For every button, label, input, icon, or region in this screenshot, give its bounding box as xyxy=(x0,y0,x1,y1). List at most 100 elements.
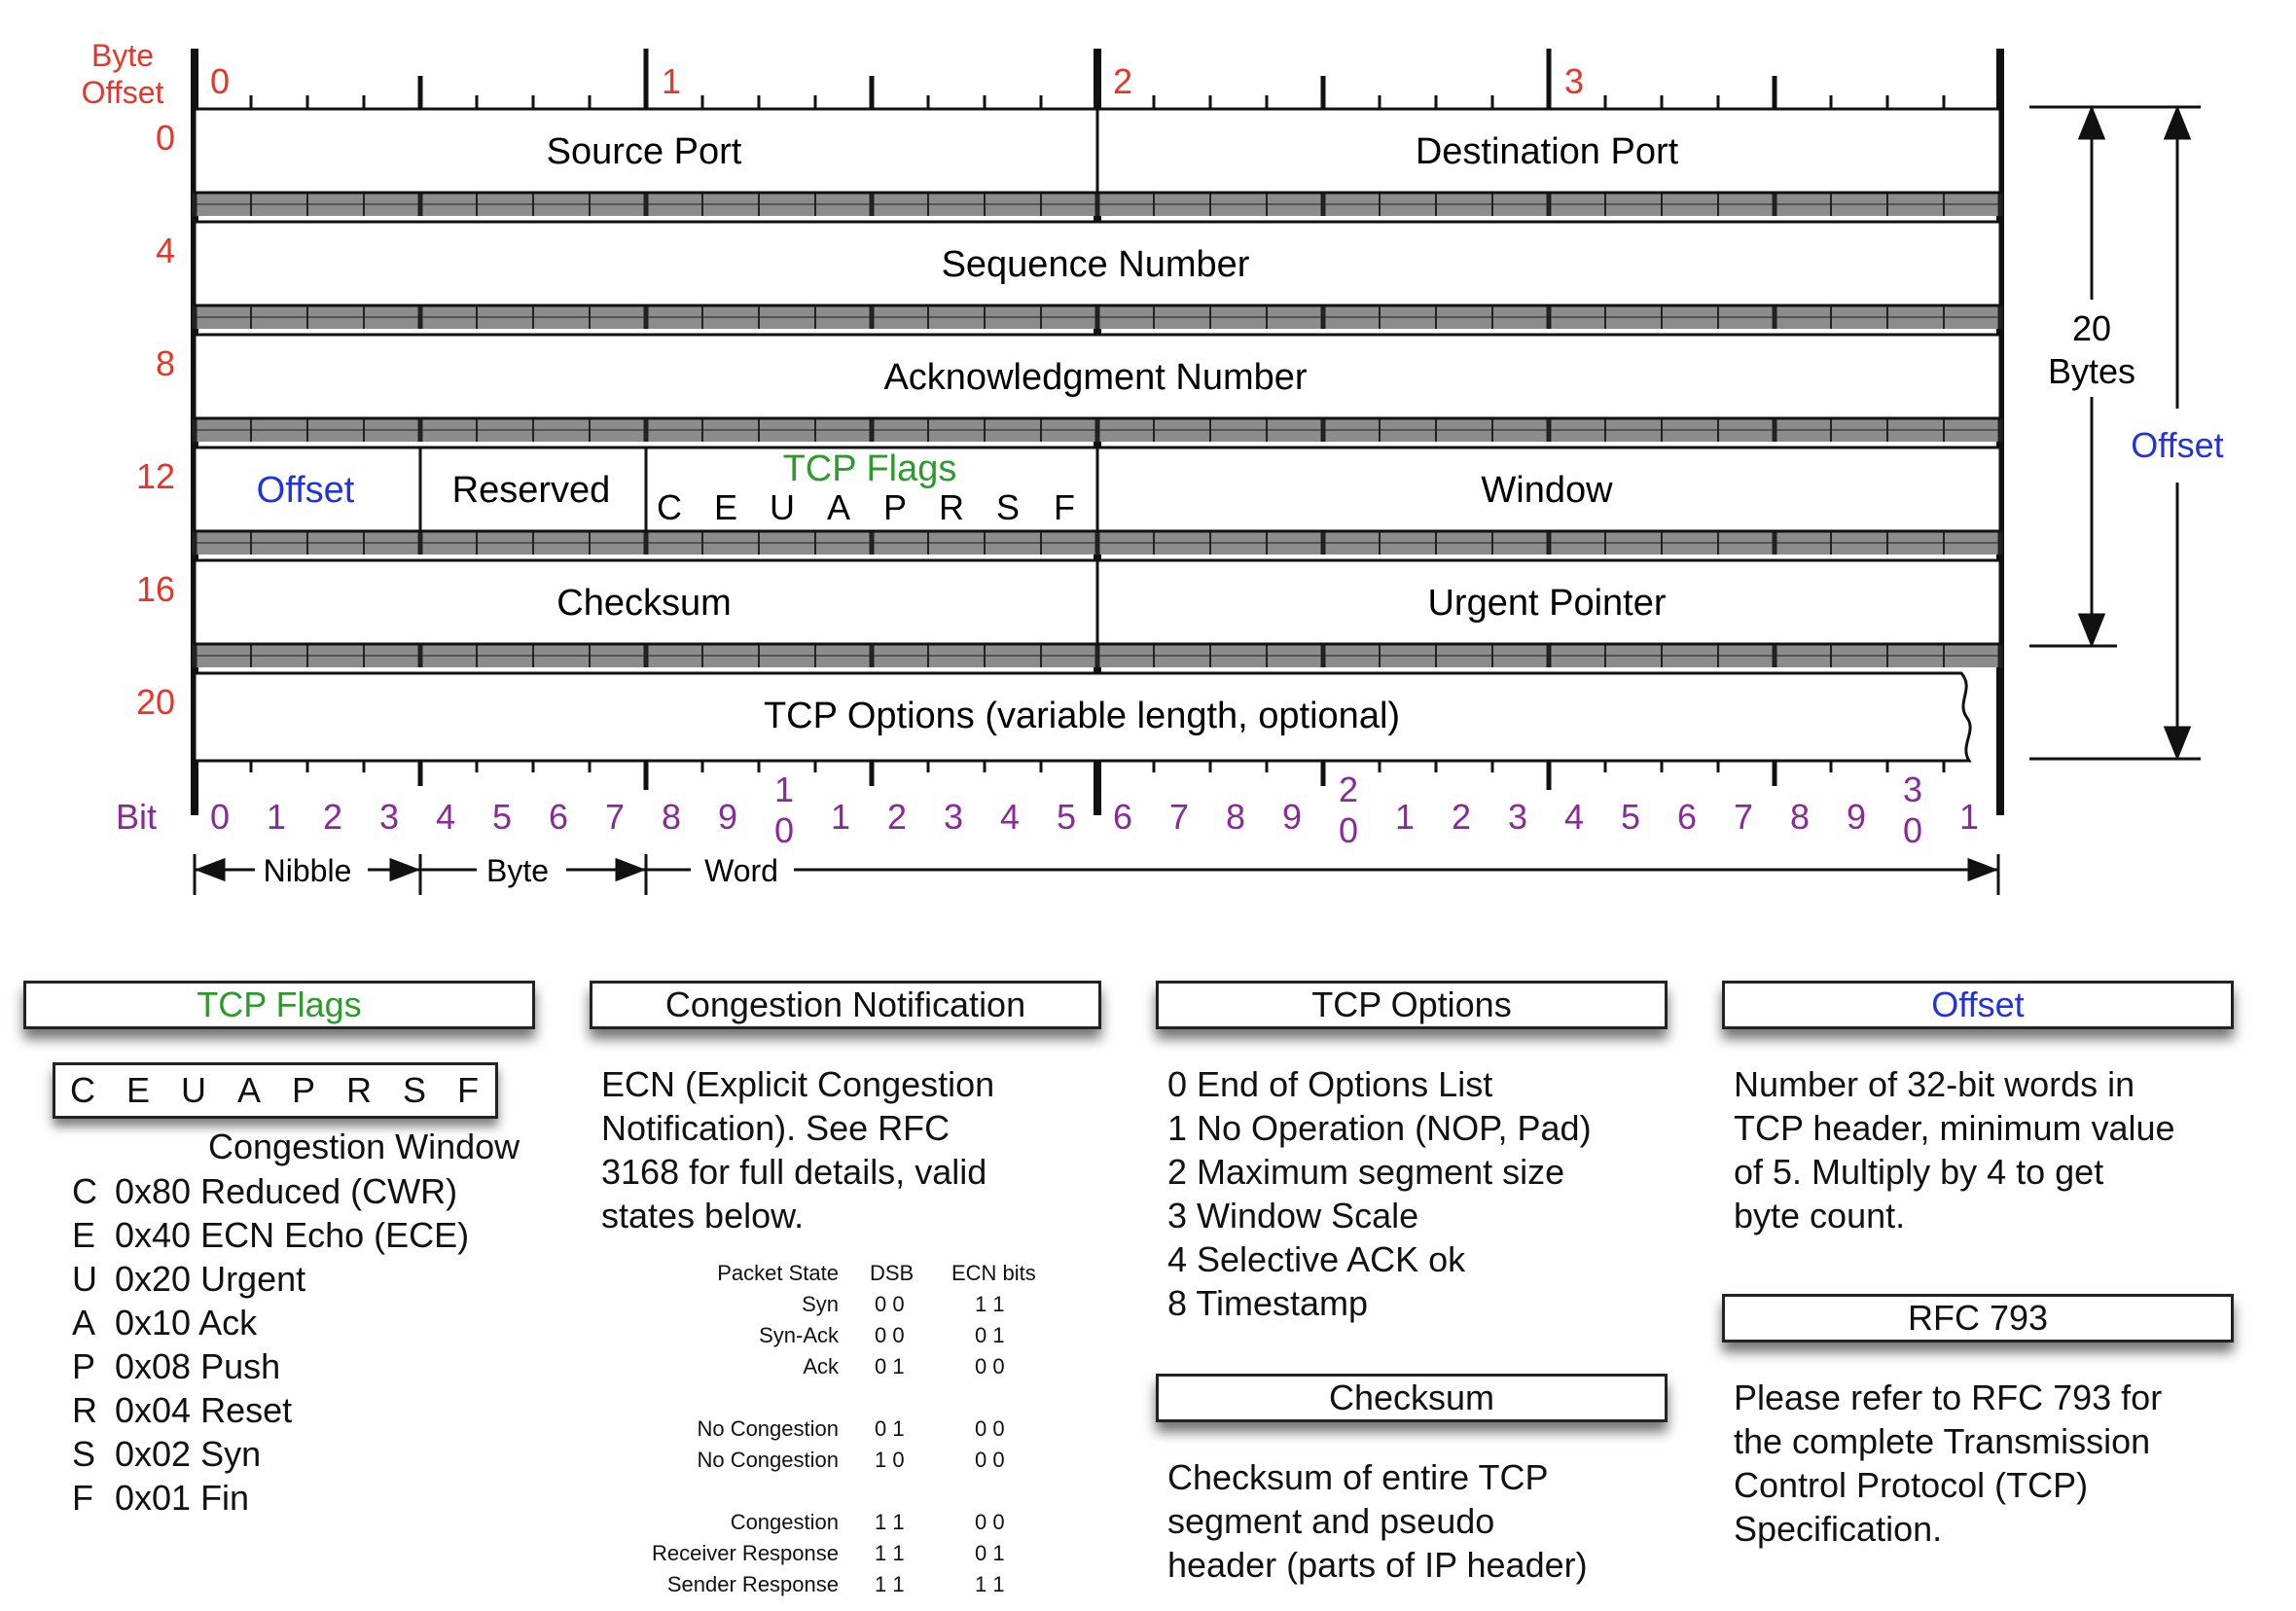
header-row-options xyxy=(193,671,1972,763)
ecn-table-row: Syn-Ack 0 0 0 1 xyxy=(590,1323,1101,1354)
legend-flag-desc: 0x40 ECN Echo (ECE) xyxy=(115,1215,470,1255)
separator-band-1 xyxy=(192,305,2003,329)
byte-offset-label-line1: Byte xyxy=(91,38,154,73)
legend-congestion-window-title: Congestion Window xyxy=(208,1127,520,1166)
legend-flag-letter: S xyxy=(72,1434,96,1474)
bit-number: 7 xyxy=(1169,797,1189,837)
ecn-dsb: 0 0 xyxy=(875,1323,905,1347)
tcp-option-line: 4 Selective ACK ok xyxy=(1167,1239,1466,1279)
bit-number: 1 xyxy=(1959,797,1979,837)
bit-number-tens: 1 xyxy=(774,770,794,809)
legend-flag-desc: 0x02 Syn xyxy=(115,1434,262,1474)
checksum-line: header (parts of IP header) xyxy=(1167,1545,1588,1585)
legend-flag-item: C 0x80 Reduced (CWR) xyxy=(23,1169,535,1213)
separator-band-3 xyxy=(192,531,2003,555)
ecn-bits: 0 0 xyxy=(975,1448,1005,1472)
scale-byte: Byte xyxy=(486,853,549,888)
ecn-state: No Congestion xyxy=(697,1416,839,1441)
field-destination-port: Destination Port xyxy=(1416,131,1679,172)
flag-letter-a: A xyxy=(827,487,850,527)
ecn-row-gap xyxy=(590,1385,1101,1416)
flag-letter-e: E xyxy=(714,487,737,527)
legend-flag-items: C 0x80 Reduced (CWR) E 0x40 ECN Echo (ECE) U… xyxy=(23,1169,535,1520)
ecn-dsb: 1 1 xyxy=(875,1572,905,1596)
offset-line: TCP header, minimum value xyxy=(1734,1108,2175,1148)
bit-number: 3 xyxy=(1508,797,1527,837)
ecn-bits: 0 1 xyxy=(975,1323,1005,1347)
legend-flag-box-letter: C xyxy=(69,1070,97,1110)
legend-flag-letter: E xyxy=(72,1215,96,1255)
bytes-20-line2: Bytes xyxy=(2048,351,2135,391)
rfc-line: the complete Transmission xyxy=(1734,1421,2151,1461)
legend-checksum-title: Checksum xyxy=(1156,1374,1668,1422)
ecn-table-row: Congestion 1 1 0 0 xyxy=(590,1510,1101,1541)
legend-flag-letter: U xyxy=(72,1259,97,1299)
ecn-bits: 0 0 xyxy=(975,1510,1005,1534)
bit-number: 1 xyxy=(831,797,850,837)
bit-number: 4 xyxy=(1564,797,1584,837)
ecn-state: Sender Response xyxy=(666,1572,839,1596)
ecn-dsb: 1 1 xyxy=(875,1541,905,1565)
legend-rfc-793: RFC 793 Please refer to RFC 793 for the c… xyxy=(1722,1294,2234,1551)
bit-numbers: 0 1 2 3 4 5 6 7 8 910 1 2 3 4 5 6 7 8 920 1 2 3 4 5 6 7 8 930 1 xyxy=(210,770,1979,850)
legend-tcp-options: TCP Options 0 End of Options List 1 No Op… xyxy=(1156,981,1668,1325)
offset-dimension-label: Offset xyxy=(2131,425,2223,465)
bit-number: 8 xyxy=(1790,797,1810,837)
separator-band-4 xyxy=(192,644,2003,667)
field-offset: Offset xyxy=(257,470,355,511)
congestion-line: Notification). See RFC xyxy=(601,1108,951,1148)
field-tcp-options: TCP Options (variable length, optional) xyxy=(764,696,1400,736)
ecn-table-row: No Congestion 0 1 0 0 xyxy=(590,1416,1101,1448)
ecn-state-table: Packet State DSB ECN bits Syn 0 0 1 1 Syn-A… xyxy=(590,1261,1101,1603)
bit-number: 5 xyxy=(492,797,512,837)
legend-flag-box-letter: S xyxy=(402,1070,428,1110)
legend-congestion-text: ECN (Explicit Congestion Notification). S… xyxy=(590,1062,1101,1237)
offset-line: byte count. xyxy=(1734,1196,1906,1235)
bit-number: 6 xyxy=(549,797,568,837)
field-acknowledgment-number: Acknowledgment Number xyxy=(883,357,1307,398)
ecn-state: Congestion xyxy=(730,1510,839,1534)
congestion-line: states below. xyxy=(601,1196,805,1235)
byte-offset-label-line2: Offset xyxy=(82,75,164,110)
byte-marker-3: 3 xyxy=(1564,61,1584,101)
congestion-line: ECN (Explicit Congestion xyxy=(601,1064,995,1104)
field-urgent-pointer: Urgent Pointer xyxy=(1427,583,1666,624)
congestion-line: 3168 for full details, valid xyxy=(601,1152,987,1192)
ecn-state: Syn-Ack xyxy=(759,1323,839,1347)
legend-flag-letter: A xyxy=(72,1303,96,1342)
ecn-header-ecn: ECN bits xyxy=(951,1261,1036,1285)
byte-marker-0: 0 xyxy=(210,61,230,101)
tcp-option-line: 2 Maximum segment size xyxy=(1167,1152,1565,1192)
ecn-bits: 0 0 xyxy=(975,1416,1005,1441)
row-offset-8: 8 xyxy=(156,343,175,383)
legend-flag-desc: 0x20 Urgent xyxy=(115,1259,306,1299)
legend-tcp-options-text: 0 End of Options List 1 No Operation (NOP… xyxy=(1156,1062,1668,1325)
row-offset-0: 0 xyxy=(156,118,175,158)
bit-number: 4 xyxy=(1000,797,1020,837)
legend-flag-desc: 0x80 Reduced (CWR) xyxy=(115,1171,458,1211)
legend-tcp-flags-title: TCP Flags xyxy=(23,981,535,1029)
bit-number: 1 xyxy=(1395,797,1415,837)
ecn-dsb: 1 1 xyxy=(875,1510,905,1534)
byte-marker-1: 1 xyxy=(662,61,681,101)
bit-number: 1 xyxy=(267,797,286,837)
legend-flag-item: A 0x10 Ack xyxy=(23,1301,535,1344)
bit-number: 6 xyxy=(1677,797,1697,837)
rfc-line: Control Protocol (TCP) xyxy=(1734,1465,2089,1505)
legend-offset-text: Number of 32-bit words in TCP header, min… xyxy=(1722,1062,2234,1237)
bit-number: 2 xyxy=(887,797,907,837)
legend-flag-desc: 0x10 Ack xyxy=(115,1303,258,1342)
flag-letter-c: C xyxy=(657,487,682,527)
rfc-line: Please refer to RFC 793 for xyxy=(1734,1378,2163,1417)
ecn-dsb: 1 0 xyxy=(875,1448,905,1472)
header-rows xyxy=(192,107,2003,763)
bit-number: 3 xyxy=(379,797,399,837)
row-offset-20: 20 xyxy=(136,682,175,722)
legend-offset: Offset Number of 32-bit words in TCP head… xyxy=(1722,981,2234,1237)
scale-word: Word xyxy=(704,853,778,888)
bit-number: 7 xyxy=(605,797,625,837)
byte-marker-2: 2 xyxy=(1113,61,1132,101)
